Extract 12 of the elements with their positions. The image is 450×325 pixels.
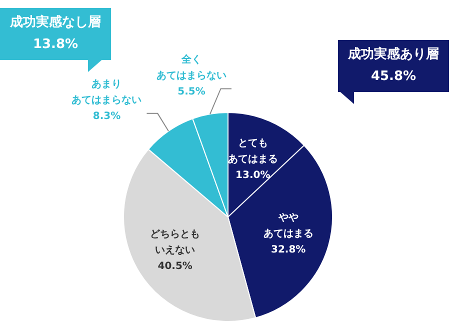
text: 成功実感あり層 45.8% — [348, 46, 439, 86]
slice-label: どちらともいえない — [150, 229, 200, 256]
data-label: 5.5% — [178, 86, 206, 98]
data-label: 32.8% — [271, 244, 306, 256]
data-label: 40.5% — [158, 261, 192, 272]
text: 成功実感なし層 13.8% — [10, 14, 101, 54]
slice-label: ややあてはまる — [263, 212, 314, 240]
slice-label: とてもあてはまる — [228, 138, 278, 166]
legend-label: あまりあてはまらない — [72, 79, 142, 106]
data-label: 13.0% — [236, 170, 270, 182]
slice-label: 全くあてはまらない — [156, 53, 226, 82]
data-label: 8.3% — [92, 111, 121, 122]
